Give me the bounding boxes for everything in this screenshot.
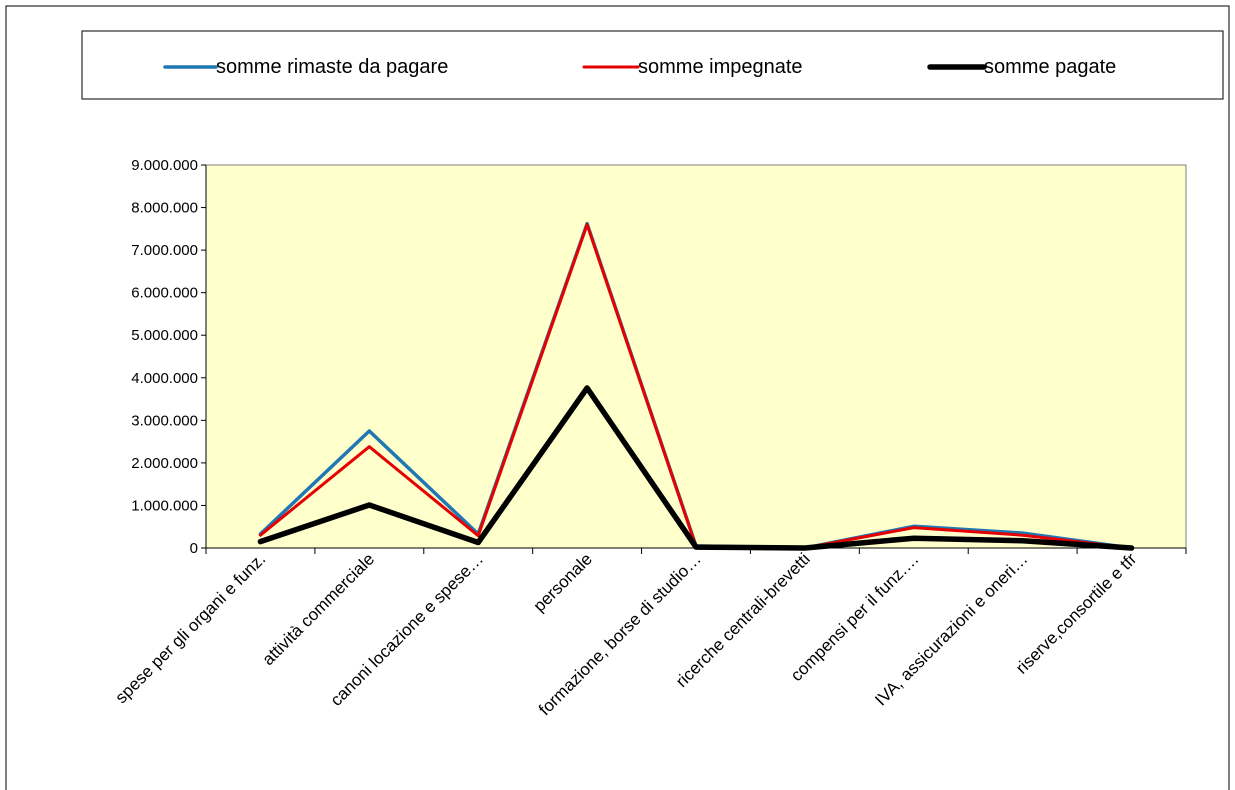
y-tick-label: 7.000.000 <box>131 242 198 259</box>
y-tick-label: 9.000.000 <box>131 157 198 174</box>
series-layer <box>257 221 1135 551</box>
plot-area <box>205 164 1187 549</box>
legend-box <box>81 30 1224 100</box>
legend-label-3: somme pagate <box>984 56 1116 78</box>
legend-label-2: somme impegnate <box>638 56 803 78</box>
y-tick-label: 2.000.000 <box>131 455 198 472</box>
y-tick-label: 6.000.000 <box>131 285 198 302</box>
y-tick-label: 5.000.000 <box>131 327 198 344</box>
legend: somme rimaste da pagare somme impegnate so… <box>163 56 1116 78</box>
y-tick-label: 8.000.000 <box>131 200 198 217</box>
legend-label-1: somme rimaste da pagare <box>216 56 448 78</box>
y-tick-label: 3.000.000 <box>131 412 198 429</box>
y-tick-label: 1.000.000 <box>131 497 198 514</box>
y-tick-label: 4.000.000 <box>131 370 198 387</box>
y-tick-label: 0 <box>190 540 198 557</box>
